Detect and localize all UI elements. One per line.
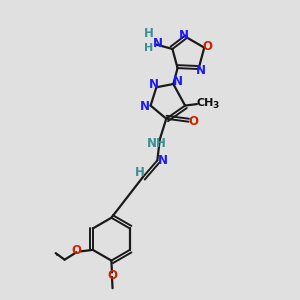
Text: N: N [196, 64, 206, 77]
Text: 3: 3 [212, 101, 218, 110]
Text: N: N [153, 37, 163, 50]
Text: O: O [108, 269, 118, 282]
Text: O: O [71, 244, 82, 257]
Text: N: N [178, 29, 189, 42]
Text: N: N [148, 78, 158, 91]
Text: CH: CH [196, 98, 214, 109]
Text: O: O [188, 115, 198, 128]
Text: N: N [140, 100, 150, 113]
Text: O: O [203, 40, 213, 52]
Text: N: N [158, 154, 168, 167]
Text: H: H [144, 27, 154, 40]
Text: H: H [135, 166, 145, 179]
Text: ethoxy: ethoxy [56, 255, 61, 256]
Text: NH: NH [147, 137, 167, 150]
Text: N: N [173, 75, 183, 88]
Text: H: H [144, 43, 153, 52]
